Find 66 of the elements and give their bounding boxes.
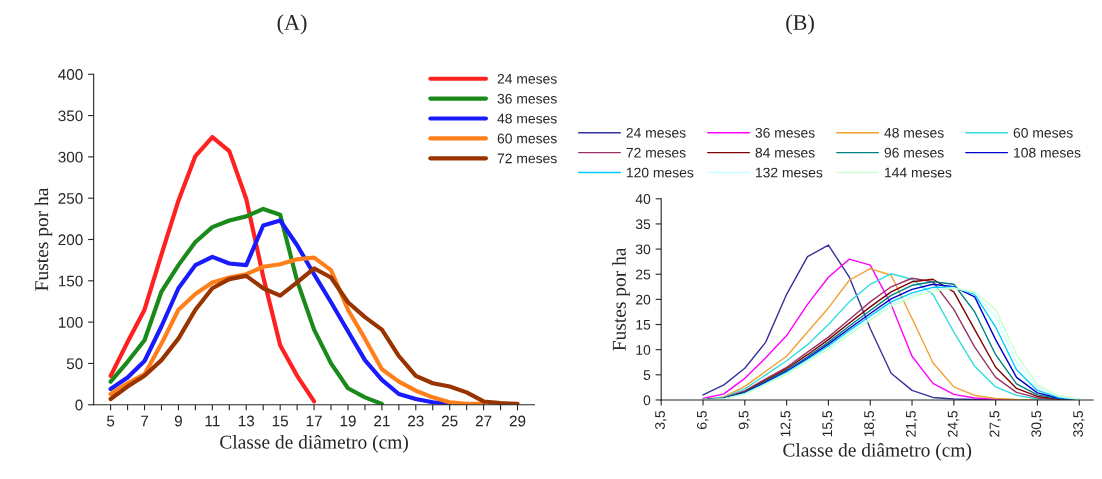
line-series (108, 206, 384, 405)
y-tick-label: 200 (58, 234, 83, 246)
legend-label: 24 meses (497, 73, 557, 84)
x-tick-label: 9,5 (738, 410, 751, 430)
x-tick-label: 5 (106, 415, 115, 427)
y-tick-label: 20 (636, 294, 651, 305)
y-tick-label: 0 (75, 399, 83, 411)
y-tick-label: 15 (636, 320, 651, 330)
y-axis-title: Fustes por ha (34, 187, 53, 291)
x-axis-title: Classe de diâmetro (cm) (783, 442, 972, 461)
x-tick-label: 7 (141, 415, 149, 427)
x-tick-label: 15 (272, 415, 289, 427)
y-tick-label: 300 (58, 151, 83, 163)
x-tick-label: 29 (509, 415, 526, 427)
y-tick-label: 5 (643, 370, 651, 380)
x-tick-label: 19 (340, 415, 356, 427)
x-tick-label: 6,5 (696, 410, 709, 429)
y-tick-label: 40 (635, 194, 651, 204)
legend-label: 144 meses (885, 167, 952, 178)
legend-label: 96 meses (884, 147, 944, 158)
x-tick-label: 27 (475, 415, 492, 427)
line-series (108, 134, 317, 404)
x-tick-label: 15,5 (822, 410, 834, 437)
legend-label: 132 meses (755, 167, 823, 178)
legend-label: 36 meses (755, 127, 815, 138)
x-tick-label: 30,5 (1031, 410, 1043, 437)
legend-label: 84 meses (755, 147, 815, 158)
legend-label: 72 meses (626, 147, 686, 158)
y-tick-label: 0 (643, 395, 651, 406)
x-tick-label: 11 (205, 415, 220, 427)
x-tick-label: 9 (174, 415, 182, 427)
y-tick-label: 250 (58, 193, 83, 204)
legend-label: 48 meses (497, 113, 557, 124)
legend-label: 48 meses (884, 127, 944, 138)
x-tick-label: 13 (238, 415, 255, 427)
y-tick-label: 350 (58, 110, 83, 122)
legend-label: 60 meses (497, 133, 557, 144)
y-axis-title: Fustes por ha (612, 247, 630, 351)
legend-label: 120 meses (626, 167, 694, 178)
y-tick-label: 30 (635, 244, 651, 255)
chart-title: (A) (277, 14, 307, 35)
x-tick-label: 21 (374, 415, 390, 427)
y-tick-label: 100 (58, 317, 83, 328)
chart-title: (B) (786, 14, 814, 35)
x-tick-label: 3,5 (655, 410, 667, 430)
x-tick-label: 25 (441, 415, 458, 427)
x-tick-label: 18,5 (864, 410, 876, 437)
y-tick-label: 10 (636, 345, 651, 355)
legend-label: 60 meses (1013, 127, 1073, 138)
legend-label: 72 meses (497, 153, 557, 164)
x-tick-label: 33,5 (1073, 410, 1085, 437)
legend-label: 24 meses (626, 127, 686, 138)
x-axis-title: Classe de diâmetro (cm) (220, 434, 408, 453)
x-tick-label: 21,5 (905, 410, 918, 437)
x-tick-label: 27,5 (989, 410, 1002, 437)
x-tick-label: 23 (408, 415, 424, 427)
y-tick-label: 35 (635, 219, 651, 230)
y-tick-label: 50 (66, 358, 83, 370)
x-tick-label: 12,5 (780, 410, 792, 437)
y-tick-label: 400 (58, 69, 83, 80)
y-tick-label: 25 (636, 269, 651, 280)
x-tick-label: 24,5 (947, 410, 960, 437)
y-tick-label: 150 (58, 275, 83, 287)
x-tick-label: 17 (306, 415, 322, 427)
legend-label: 108 meses (1014, 147, 1081, 158)
legend-label: 36 meses (497, 93, 557, 104)
